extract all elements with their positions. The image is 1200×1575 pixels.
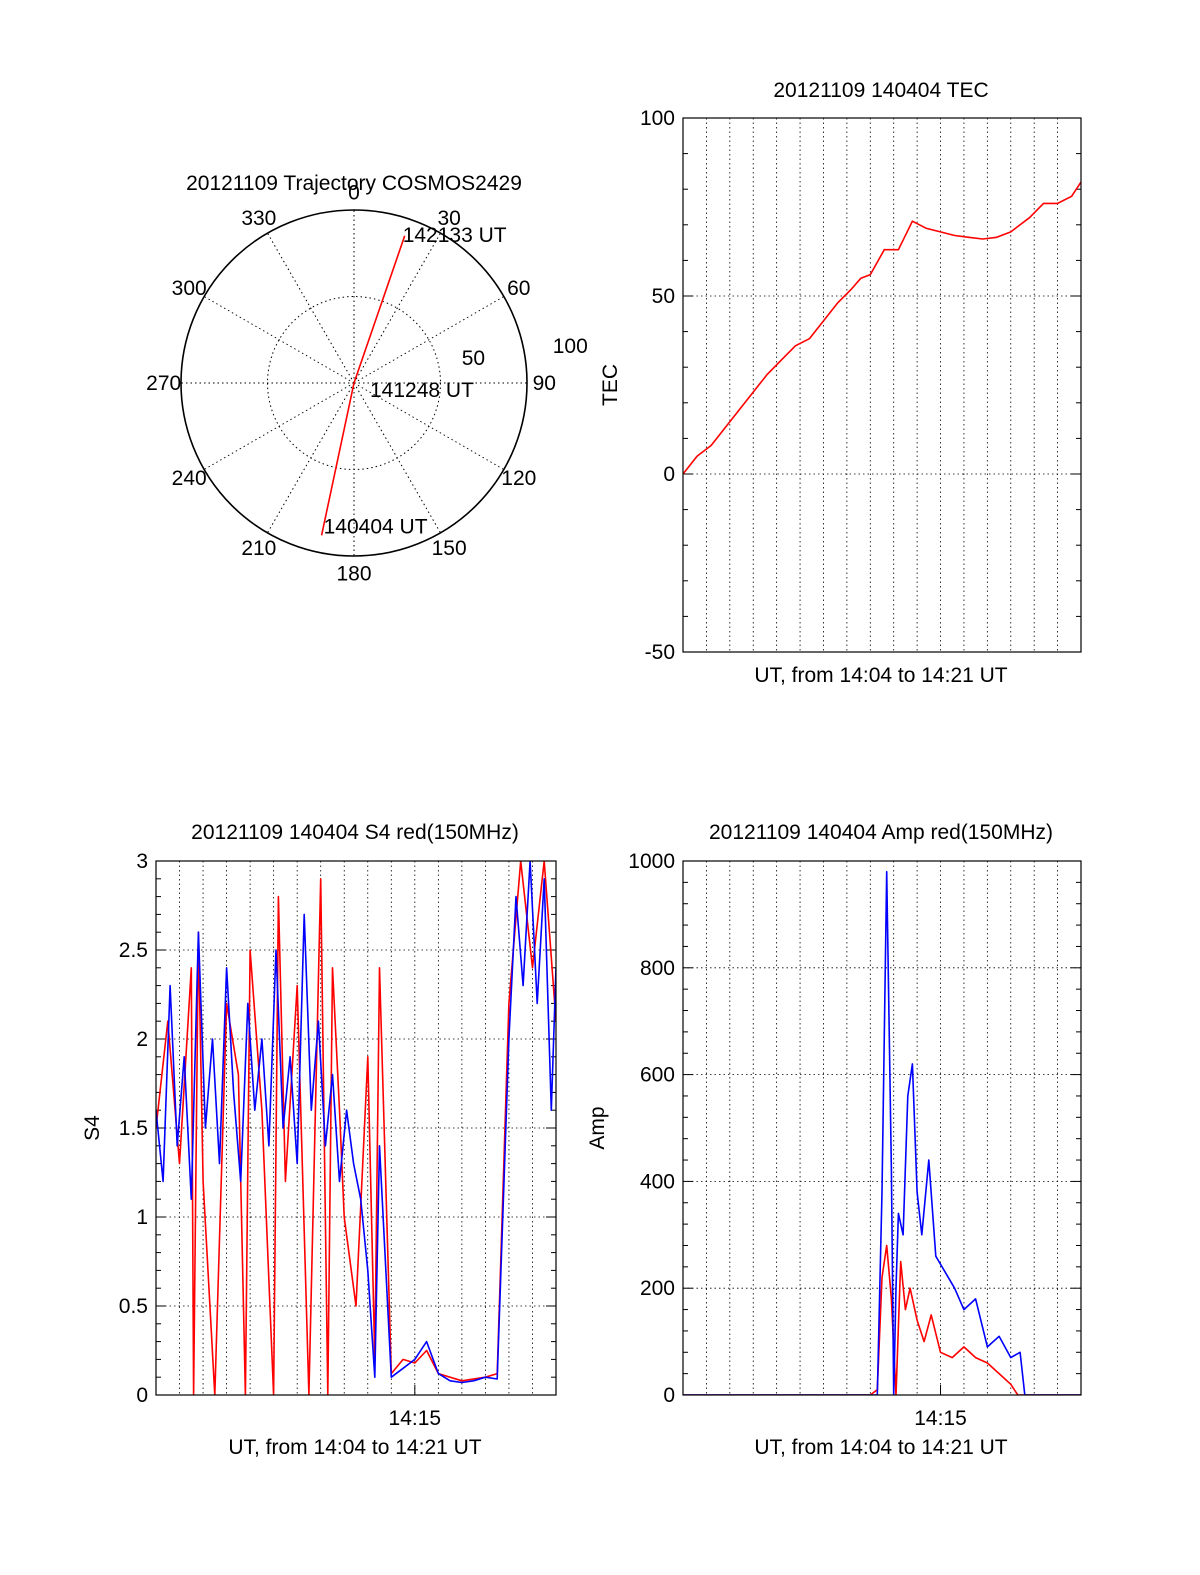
amp-series-line-1 xyxy=(683,870,1081,1395)
amp-plot-frame xyxy=(682,860,1082,1396)
s4-ytick-label: 0 xyxy=(136,1384,148,1407)
polar-spoke xyxy=(203,296,355,384)
polar-spoke xyxy=(267,232,355,384)
s4-ytick-label: 1 xyxy=(136,1206,148,1229)
amp-ytick-label: 200 xyxy=(640,1277,675,1300)
s4-chart: 20121109 140404 S4 red(150MHz) UT, from … xyxy=(81,821,557,1459)
polar-angle-label: 180 xyxy=(336,562,371,585)
s4-xlabel: UT, from 14:04 to 14:21 UT xyxy=(228,1436,481,1459)
s4-ytick-label: 3 xyxy=(136,850,148,873)
polar-trajectory-label: 142133 UT xyxy=(403,224,507,247)
s4-ytick-label: 0.5 xyxy=(119,1295,148,1318)
polar-angle-label: 60 xyxy=(507,277,530,300)
polar-trajectory-label: 141248 UT xyxy=(370,379,474,402)
tec-ytick-label: 0 xyxy=(663,463,675,486)
tec-xlabel: UT, from 14:04 to 14:21 UT xyxy=(754,664,1007,687)
amp-chart: 20121109 140404 Amp red(150MHz) UT, from… xyxy=(586,821,1082,1459)
tec-ytick-label: -50 xyxy=(645,641,675,664)
trajectory-polar-chart: 20121109 Trajectory COSMOS2429 0 30 60 90 12… xyxy=(146,172,588,585)
polar-angle-label: 120 xyxy=(501,467,536,490)
polar-trajectory-line xyxy=(320,235,406,536)
polar-angle-label: 210 xyxy=(241,537,276,560)
polar-angle-label: 90 xyxy=(533,372,556,395)
s4-title: 20121109 140404 S4 red(150MHz) xyxy=(191,821,519,844)
amp-xtick-label: 14:15 xyxy=(914,1407,967,1430)
polar-angle-label: 150 xyxy=(432,537,467,560)
amp-ytick-label: 600 xyxy=(640,1064,675,1087)
polar-angle-label: 330 xyxy=(241,207,276,230)
tec-title: 20121109 140404 TEC xyxy=(773,79,988,102)
s4-ytick-label: 2.5 xyxy=(119,939,148,962)
tec-ytick-label: 50 xyxy=(652,285,675,308)
s4-ytick-label: 2 xyxy=(136,1028,148,1051)
s4-xtick-label: 14:15 xyxy=(389,1407,442,1430)
s4-ytick-label: 1.5 xyxy=(119,1117,148,1140)
s4-ylabel: S4 xyxy=(81,1115,104,1141)
polar-angle-label: 0 xyxy=(348,182,360,205)
polar-spoke xyxy=(353,382,505,470)
polar-spoke xyxy=(353,232,441,384)
amp-series-line-0 xyxy=(683,1244,1081,1395)
amp-ytick-label: 800 xyxy=(640,957,675,980)
tec-chart: 20121109 140404 TEC UT, from 14:04 to 14… xyxy=(599,79,1082,687)
polar-angle-label: 270 xyxy=(146,372,181,395)
tec-ytick-label: 100 xyxy=(640,107,675,130)
polar-spoke xyxy=(203,382,355,470)
tec-plot-frame xyxy=(682,117,1082,653)
polar-trajectory-label: 140404 UT xyxy=(324,515,428,538)
polar-radial-label: 100 xyxy=(553,335,588,358)
polar-radial-label: 50 xyxy=(462,347,485,370)
amp-ytick-label: 0 xyxy=(663,1384,675,1407)
amp-title: 20121109 140404 Amp red(150MHz) xyxy=(709,821,1053,844)
polar-title: 20121109 Trajectory COSMOS2429 xyxy=(186,172,522,195)
polar-spoke xyxy=(353,296,505,384)
s4-plot-frame xyxy=(155,860,557,1396)
amp-xlabel: UT, from 14:04 to 14:21 UT xyxy=(754,1436,1007,1459)
amp-ytick-label: 1000 xyxy=(628,850,675,873)
polar-spoke xyxy=(267,382,355,534)
tec-ylabel: TEC xyxy=(599,364,622,406)
polar-spoke xyxy=(353,382,441,534)
amp-ylabel: Amp xyxy=(586,1106,609,1149)
polar-angle-label: 30 xyxy=(437,207,460,230)
s4-series-line-0 xyxy=(156,861,556,1395)
polar-outer-circle xyxy=(180,209,528,557)
s4-series-line-1 xyxy=(156,861,556,1384)
tec-series-line-0 xyxy=(683,181,1081,475)
polar-angle-label: 240 xyxy=(172,467,207,490)
amp-ytick-label: 400 xyxy=(640,1170,675,1193)
polar-angle-label: 300 xyxy=(172,277,207,300)
